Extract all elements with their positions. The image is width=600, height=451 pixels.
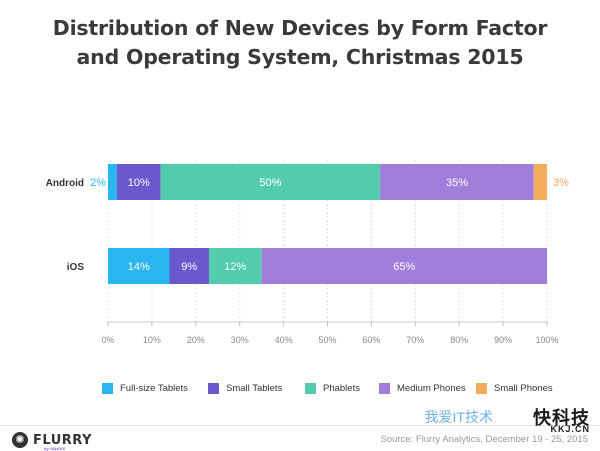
bar-segment <box>160 164 381 200</box>
chart-title-line-1: Distribution of New Devices by Form Fact… <box>52 16 548 40</box>
bar-data-label: 3% <box>553 177 569 189</box>
chart-title: Distribution of New Devices by Form Fact… <box>0 14 600 72</box>
x-tick-label: 40% <box>275 335 293 345</box>
legend-label: Small Phones <box>494 382 553 394</box>
bar-data-label: 10% <box>128 177 150 189</box>
chart-bars: 2% 10% 50% 35% 3% 14% 9% 12% 65% <box>90 164 569 284</box>
legend-swatch <box>476 382 487 394</box>
x-tick-label: 60% <box>362 335 380 345</box>
watermark-subtext: KKJ.CN <box>550 424 590 434</box>
x-tick-label: 80% <box>450 335 468 345</box>
legend-label: Phablets <box>323 382 360 394</box>
watermark: 我爱IT技术 快科技 KKJ.CN <box>424 404 590 434</box>
x-tick-label: 50% <box>318 335 336 345</box>
legend-label: Small Tablets <box>226 382 283 394</box>
chart-gridlines <box>107 160 548 322</box>
bar-data-label: 14% <box>128 261 150 273</box>
chart-category-labels: Android iOS <box>46 178 85 273</box>
bar-data-label: 2% <box>90 177 106 189</box>
legend-item: Medium Phones <box>379 380 466 396</box>
flurry-logo-icon: ✺ <box>12 432 28 448</box>
watermark-text: 快科技 <box>533 408 590 428</box>
stacked-bar-chart: 2% 10% 50% 35% 3% 14% 9% 12% 65% Android iOS 0% 10… <box>46 160 569 345</box>
x-tick-label: 100% <box>535 335 558 345</box>
chart-x-ticks: 0% 10% 20% 30% 40% 50% 60% 70% 80% 90% 100% <box>101 321 559 345</box>
footer-divider <box>0 425 600 426</box>
x-tick-label: 90% <box>494 335 512 345</box>
bar-segment <box>116 164 161 200</box>
legend-item: Full-size Tablets <box>102 380 188 396</box>
flurry-logo-text: FLURRY <box>33 432 92 448</box>
flurry-logo: ✺ FLURRY by YAHOO! <box>12 432 92 451</box>
watermark-faint-text: 我爱IT技术 <box>424 409 493 425</box>
category-label: Android <box>46 178 84 189</box>
bar-data-label: 9% <box>181 261 197 273</box>
x-tick-label: 20% <box>187 335 205 345</box>
chart-legend: Full-size Tablets Small Tablets Phablets Me… <box>0 380 600 396</box>
bar-data-label: 50% <box>259 177 281 189</box>
bar-segment <box>261 248 547 284</box>
legend-item: Small Tablets <box>208 380 282 396</box>
legend-swatch <box>208 382 219 394</box>
legend-item: Small Phones <box>476 380 553 396</box>
source-note: Source: Flurry Analytics, December 19 - … <box>380 434 588 445</box>
legend-label: Medium Phones <box>397 382 466 394</box>
category-label: iOS <box>67 262 85 273</box>
bar-data-label: 65% <box>393 261 415 273</box>
legend-item: Phablets <box>305 380 360 396</box>
legend-swatch <box>379 382 390 394</box>
legend-swatch <box>102 382 113 394</box>
bar-data-label: 12% <box>224 261 246 273</box>
flurry-logo-subtext: by YAHOO! <box>44 446 66 451</box>
x-tick-label: 70% <box>406 335 424 345</box>
bar-segment <box>208 248 262 284</box>
x-tick-label: 30% <box>231 335 249 345</box>
legend-label: Full-size Tablets <box>120 382 188 394</box>
legend-swatch <box>305 382 316 394</box>
bar-segment <box>108 248 170 284</box>
bar-segment <box>380 164 534 200</box>
chart-title-line-2: and Operating System, Christmas 2015 <box>76 45 524 69</box>
bar-data-label: 35% <box>446 177 468 189</box>
bar-segment <box>533 164 547 200</box>
bar-segment <box>169 248 209 284</box>
x-tick-label: 0% <box>101 335 114 345</box>
x-tick-label: 10% <box>143 335 161 345</box>
bar-segment <box>108 164 117 200</box>
